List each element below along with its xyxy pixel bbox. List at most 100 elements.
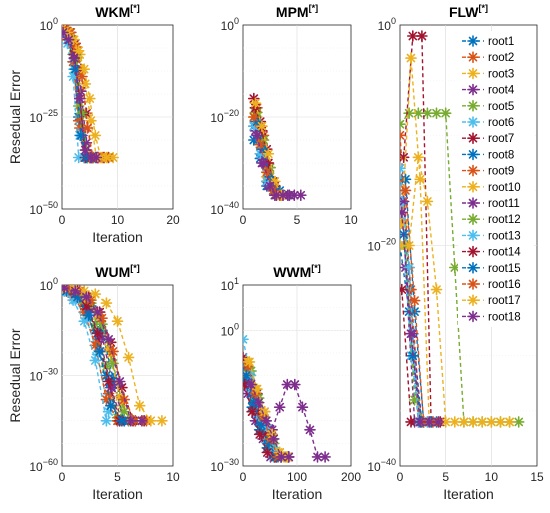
data-point-marker	[257, 157, 270, 169]
data-point-marker	[133, 399, 146, 412]
legend-item-root8: root8	[462, 148, 514, 161]
legend-swatch-marker	[467, 116, 479, 128]
legend-label: root13	[488, 230, 521, 242]
series-line-root16	[64, 28, 105, 159]
data-point-marker	[267, 433, 280, 445]
x-tick-label: 10	[111, 213, 125, 227]
data-point-marker	[319, 451, 331, 463]
series-line-root14	[401, 289, 421, 423]
data-point-marker	[403, 239, 415, 252]
y-tick-label: 10−50	[29, 200, 58, 217]
data-point-marker	[423, 416, 436, 428]
data-point-marker	[243, 369, 252, 382]
legend-label: root18	[488, 311, 521, 323]
series-line-root17	[62, 287, 162, 422]
data-point-marker	[400, 151, 410, 164]
legend-label: root2	[488, 52, 514, 64]
legend-item-root15: root15	[462, 261, 521, 275]
data-point-marker	[421, 107, 434, 119]
data-point-marker	[91, 306, 104, 318]
series-line-root10	[62, 28, 114, 159]
y-tick-label: 101	[221, 276, 239, 293]
data-point-marker	[256, 120, 268, 132]
x-tick-label: 0	[240, 213, 247, 227]
legend-item-root16: root16	[462, 278, 521, 291]
data-point-marker	[485, 416, 498, 428]
data-point-marker	[105, 399, 117, 412]
y-axis-label: Resedual Error	[7, 328, 23, 422]
series-group	[248, 92, 307, 201]
panel-wwm: 0 100 200 101 100 10−30 WWM[*] Iteration	[210, 263, 361, 502]
data-point-marker	[89, 354, 102, 367]
series-line-root18	[64, 287, 142, 422]
y-tick-label: 10−30	[210, 457, 239, 474]
data-point-marker	[304, 423, 316, 436]
data-point-marker	[68, 52, 80, 64]
data-point-marker	[503, 416, 516, 428]
x-tick-label: 5	[442, 470, 449, 484]
legend-swatch-marker	[467, 197, 479, 209]
data-point-marker	[79, 144, 92, 156]
legend-label: root4	[488, 85, 515, 97]
panel-mpm: 0 5 10 100 10−20 10−40 MPM[*]	[210, 3, 358, 227]
legend-item-root5: root5	[462, 100, 514, 113]
data-point-marker	[400, 283, 408, 296]
series-line-root13	[400, 168, 428, 423]
legend-item-root10: root10	[462, 181, 521, 194]
data-point-marker	[89, 288, 102, 300]
data-point-marker	[251, 129, 263, 142]
data-point-marker	[260, 414, 273, 427]
data-point-marker	[258, 405, 271, 418]
data-point-marker	[400, 206, 408, 219]
data-point-marker	[113, 375, 126, 388]
data-point-marker	[253, 428, 266, 441]
legend-label: root14	[488, 247, 521, 259]
data-point-marker	[107, 345, 119, 358]
y-tick-label: 10−40	[367, 457, 396, 474]
data-point-marker	[125, 414, 137, 427]
data-point-marker	[69, 285, 82, 297]
data-point-marker	[243, 356, 256, 368]
legend-swatch-marker	[467, 164, 479, 177]
y-tick-label: 10−25	[29, 108, 58, 125]
data-point-marker	[254, 138, 267, 151]
data-point-marker	[400, 118, 406, 130]
legend-swatch-marker	[467, 100, 479, 112]
legend-swatch-marker	[467, 310, 479, 323]
legend-label: root9	[488, 166, 514, 178]
data-point-marker	[403, 107, 415, 119]
x-axis-label: Iteration	[443, 486, 494, 502]
y-tick-label: 10−60	[29, 457, 58, 474]
data-point-marker	[400, 184, 412, 197]
legend-item-root7: root7	[462, 132, 514, 145]
data-point-marker	[100, 414, 113, 427]
data-point-marker	[288, 378, 301, 391]
legend-swatch-marker	[467, 67, 479, 80]
data-point-marker	[78, 315, 90, 328]
data-point-marker	[136, 414, 148, 427]
data-point-marker	[90, 151, 103, 164]
panel-title: FLW[*]	[449, 3, 488, 20]
data-point-marker	[252, 396, 265, 409]
data-point-marker	[100, 151, 113, 164]
data-point-marker	[111, 315, 124, 328]
x-axis-label: Iteration	[92, 486, 143, 502]
data-point-marker	[416, 30, 428, 42]
legend-item-root9: root9	[462, 164, 514, 178]
series-group	[243, 333, 331, 463]
x-tick-label: 10	[344, 213, 358, 227]
series-group	[400, 30, 525, 428]
data-point-marker	[89, 129, 102, 142]
panel-title: WUM[*]	[95, 263, 140, 280]
x-tick-label: 0	[59, 213, 66, 227]
legend-swatch-marker	[467, 132, 479, 144]
y-tick-label: 100	[378, 16, 396, 33]
data-point-marker	[439, 107, 452, 119]
legend-label: root7	[488, 133, 514, 145]
series-group	[62, 25, 119, 164]
data-point-marker	[243, 333, 249, 346]
data-point-marker	[62, 33, 75, 46]
legend-label: root12	[488, 214, 521, 226]
data-point-marker	[294, 189, 307, 201]
